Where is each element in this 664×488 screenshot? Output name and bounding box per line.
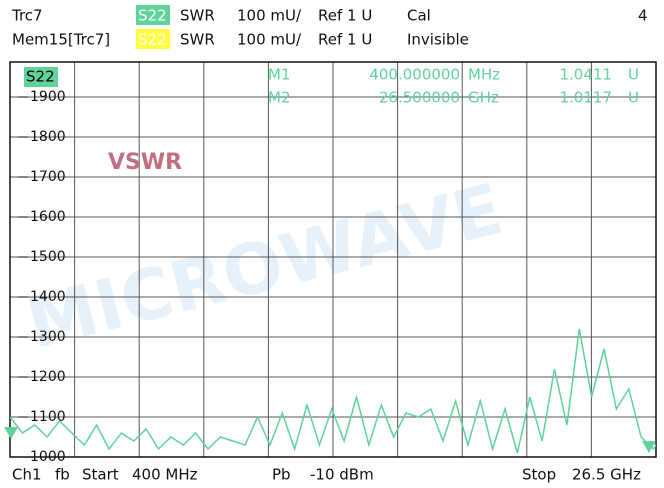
ref: Ref 1 U <box>318 31 372 49</box>
scale: 100 mU/ <box>237 31 302 49</box>
status: Invisible <box>407 31 469 49</box>
footer-power: -10 dBm <box>310 466 374 484</box>
trace: Mem15[Trc7] <box>12 31 110 49</box>
marker-stimulus: 400.000000 <box>369 66 460 84</box>
ref-marker <box>4 427 18 439</box>
ref-marker <box>642 441 656 453</box>
marker-stimulus: 26.500000 <box>379 89 460 107</box>
annotation: VSWR <box>108 150 182 175</box>
footer-mode: fb <box>55 466 70 484</box>
status: Cal <box>407 7 431 25</box>
y-tick-label: 1800 <box>30 129 66 145</box>
channel-count: 4 <box>638 7 648 25</box>
param: S22 <box>138 31 167 49</box>
ref: Ref 1 U <box>318 7 372 25</box>
footer-stop-label: Stop <box>522 466 556 484</box>
format: SWR <box>180 7 215 25</box>
y-tick-label: 1100 <box>30 409 66 425</box>
param: S22 <box>138 7 167 25</box>
footer-start: 400 MHz <box>132 466 198 484</box>
y-tick-label: 1400 <box>30 289 66 305</box>
format: SWR <box>180 31 215 49</box>
plot-border <box>9 61 657 458</box>
y-tick-label: 1300 <box>30 329 66 345</box>
footer-power-label: Pb <box>272 466 291 484</box>
y-tick-label: 1900 <box>30 89 66 105</box>
badge: S22 <box>26 68 55 86</box>
trace: Trc7 <box>11 7 43 25</box>
scale: 100 mU/ <box>237 7 302 25</box>
marker-unit: GHz <box>468 89 499 107</box>
marker-name: M1 <box>268 66 291 84</box>
badge-bg <box>24 67 58 87</box>
footer-start-label: Start <box>82 466 119 484</box>
marker-response: 1.0411 <box>560 66 613 84</box>
marker-response-unit: U <box>628 66 639 84</box>
footer-stop: 26.5 GHz <box>572 466 641 484</box>
marker-unit: MHz <box>468 66 500 84</box>
y-tick-label: 1500 <box>30 249 66 265</box>
y-tick-label: 1700 <box>30 169 66 185</box>
y-tick-label: 1200 <box>30 369 66 385</box>
y-tick-label: 1600 <box>30 209 66 225</box>
badge-bg <box>136 29 170 49</box>
marker-name: M2 <box>268 89 291 107</box>
marker-response: 1.0117 <box>560 89 613 107</box>
trace-line <box>10 328 656 454</box>
marker-response-unit: U <box>628 89 639 107</box>
badge-bg <box>136 5 170 25</box>
footer-channel: Ch1 <box>12 466 42 484</box>
